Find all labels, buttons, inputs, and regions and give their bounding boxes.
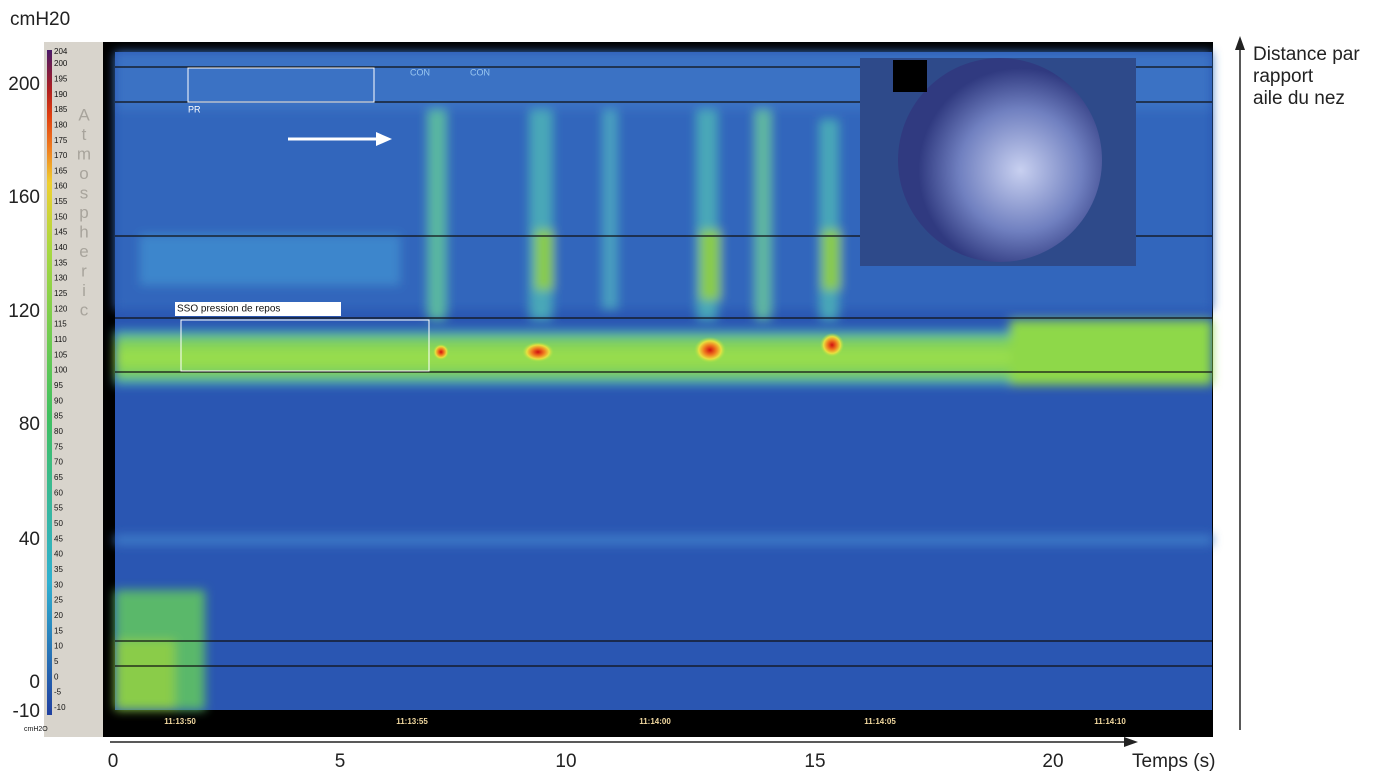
- marker: CON: [470, 67, 490, 77]
- colorbar-tick: 105: [54, 350, 68, 359]
- colorbar-tick: 95: [54, 381, 63, 390]
- colorbar-letter: h: [79, 222, 88, 241]
- resting-label: SSO pression de repos: [177, 304, 280, 315]
- colorbar-tick: 25: [54, 596, 63, 605]
- timestamp: 11:14:10: [1094, 717, 1126, 726]
- colorbar-tick: 120: [54, 304, 68, 313]
- colorbar-tick: 70: [54, 458, 63, 467]
- colorbar-tick: 75: [54, 442, 63, 451]
- y-tick-label: 160: [8, 187, 40, 208]
- colorbar-tick: 175: [54, 136, 68, 145]
- inset-block: [893, 60, 927, 92]
- colorbar-tick: 130: [54, 274, 68, 283]
- colorbar-tick: 115: [54, 320, 67, 329]
- x-tick-label: 10: [555, 751, 576, 771]
- colorbar-tick: 190: [54, 90, 68, 99]
- colorbar-tick: 125: [54, 289, 68, 298]
- colorbar-tick: 140: [54, 243, 68, 252]
- resting-box: [180, 319, 430, 372]
- horizontal-lines: [115, 66, 1212, 667]
- timestamp: 11:14:00: [639, 717, 671, 726]
- y-axis-label: cmH20: [10, 9, 70, 30]
- colorbar-tick: 80: [54, 427, 63, 436]
- colorbar-tick: 30: [54, 580, 63, 589]
- right-axis-label: aile du nez: [1253, 88, 1345, 109]
- colorbar-tick: 145: [54, 228, 68, 237]
- colorbar-tick: 195: [54, 74, 68, 83]
- colorbar-letter: s: [80, 183, 89, 202]
- colorbar-letter: c: [80, 300, 89, 319]
- colorbar-tick: 135: [54, 258, 68, 267]
- colorbar-tick: 200: [54, 59, 68, 68]
- colorbar-letter: i: [82, 281, 86, 300]
- y-tick-label: -10: [13, 701, 40, 722]
- colorbar-tick: 90: [54, 396, 63, 405]
- colorbar-tick: 180: [54, 120, 68, 129]
- colorbar-tick: 60: [54, 488, 63, 497]
- colorbar-tick: 15: [54, 626, 63, 635]
- colorbar-letter: t: [82, 125, 87, 144]
- x-axis-label: Temps (s): [1132, 751, 1215, 771]
- colorbar-tick: 155: [54, 197, 68, 206]
- colorbar-letter: p: [79, 203, 88, 222]
- y-tick-label: 200: [8, 74, 40, 95]
- y-tick-label: 40: [19, 529, 40, 550]
- x-tick-label: 20: [1042, 751, 1063, 771]
- timestamp: 11:14:05: [864, 717, 896, 726]
- time-arrow: [1124, 737, 1138, 747]
- colorbar-tick: 35: [54, 565, 63, 574]
- colorbar-tick: 170: [54, 151, 68, 160]
- arrow-head: [376, 132, 392, 146]
- distance-arrow: [1235, 36, 1245, 50]
- colorbar-letter: r: [81, 261, 87, 280]
- hot-spots: [433, 333, 844, 363]
- timestamp: 11:13:50: [164, 717, 196, 726]
- pr-box: [187, 67, 375, 103]
- timestamp: 11:13:55: [396, 717, 428, 726]
- resting-label-box: [175, 302, 341, 316]
- colorbar-tick: 65: [54, 473, 63, 482]
- colorbar-tick: 10: [54, 642, 63, 651]
- colorbar-tick: 50: [54, 519, 63, 528]
- colorbar-tick: 85: [54, 412, 63, 421]
- colorbar-tick: 0: [54, 672, 59, 681]
- colorbar-tick: 204: [54, 47, 68, 56]
- x-tick-label: 5: [335, 751, 346, 771]
- colorbar-letter: o: [79, 164, 88, 183]
- colorbar-letter: m: [77, 144, 91, 163]
- inset-image: [898, 58, 1102, 262]
- colorbar-tick: 45: [54, 534, 63, 543]
- colorbar-tick: 110: [54, 335, 67, 344]
- y-tick-label: 0: [29, 672, 40, 693]
- colorbar-tick: 160: [54, 182, 68, 191]
- y-tick-label: 120: [8, 301, 40, 322]
- marker: CON: [410, 67, 430, 77]
- x-tick-label: 15: [804, 751, 825, 771]
- right-axis-label: rapport: [1253, 66, 1314, 87]
- right-axis-label: Distance par: [1253, 44, 1360, 65]
- colorbar: [47, 50, 52, 715]
- colorbar-tick: 100: [54, 366, 68, 375]
- pr-label: PR: [188, 104, 201, 114]
- colorbar-unit: cmH2O: [24, 726, 48, 733]
- colorbar-letter: A: [78, 105, 90, 124]
- colorbar-letter: e: [79, 242, 88, 261]
- colorbar-panel: [44, 42, 104, 737]
- colorbar-tick: 165: [54, 166, 68, 175]
- colorbar-tick: 55: [54, 504, 63, 513]
- colorbar-tick: 150: [54, 212, 68, 221]
- colorbar-tick: 40: [54, 550, 63, 559]
- colorbar-tick: -5: [54, 688, 62, 697]
- x-tick-label: 0: [108, 751, 119, 771]
- colorbar-tick: 5: [54, 657, 59, 666]
- colorbar-tick: 20: [54, 611, 63, 620]
- colorbar-tick: -10: [54, 703, 66, 712]
- colorbar-tick: 185: [54, 105, 68, 114]
- y-tick-label: 80: [19, 414, 40, 435]
